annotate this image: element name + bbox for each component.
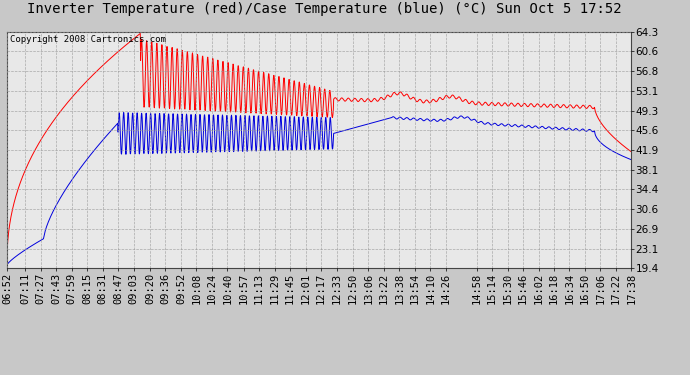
Text: Inverter Temperature (red)/Case Temperature (blue) (°C) Sun Oct 5 17:52: Inverter Temperature (red)/Case Temperat…: [27, 2, 622, 16]
Text: Copyright 2008 Cartronics.com: Copyright 2008 Cartronics.com: [10, 35, 166, 44]
